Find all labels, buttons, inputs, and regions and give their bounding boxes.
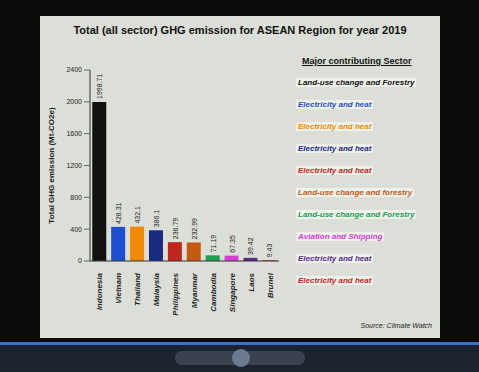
svg-text:Cambodia: Cambodia bbox=[209, 272, 218, 311]
svg-text:400: 400 bbox=[70, 226, 82, 233]
svg-text:Singapore: Singapore bbox=[228, 272, 237, 312]
svg-text:236.79: 236.79 bbox=[172, 218, 179, 240]
svg-text:Laos: Laos bbox=[247, 272, 256, 291]
html-text:Electricity and heat: Electricity and heat bbox=[298, 144, 372, 153]
svg-text:Vietnam: Vietnam bbox=[114, 273, 123, 304]
html-text:Aviation and Shipping: Aviation and Shipping bbox=[298, 232, 383, 241]
svg-text:232.99: 232.99 bbox=[191, 218, 198, 240]
svg-text:432.1: 432.1 bbox=[134, 206, 141, 224]
html-text:Land-use change and Forestry: Land-use change and Forestry bbox=[298, 78, 415, 87]
svg-text:39.42: 39.42 bbox=[247, 237, 254, 255]
html-text:Electricity and heat: Electricity and heat bbox=[298, 254, 372, 263]
svg-text:2000: 2000 bbox=[66, 98, 82, 105]
svg-text:1600: 1600 bbox=[66, 130, 82, 137]
svg-text:71.19: 71.19 bbox=[210, 235, 217, 253]
svg-text:9.43: 9.43 bbox=[266, 244, 273, 258]
svg-text:1998.71: 1998.71 bbox=[96, 74, 103, 99]
svg-text:Myanmar: Myanmar bbox=[190, 272, 199, 308]
svg-text:Indonesia: Indonesia bbox=[95, 272, 104, 310]
svg-text:1200: 1200 bbox=[66, 162, 82, 169]
html-text:Electricity and heat: Electricity and heat bbox=[298, 166, 372, 175]
html-text:Electricity and heat: Electricity and heat bbox=[298, 122, 372, 131]
svg-text:Thailand: Thailand bbox=[133, 272, 142, 306]
svg-text:428.31: 428.31 bbox=[115, 202, 122, 224]
svg-text:Total GHG emission (Mt-CO2e): Total GHG emission (Mt-CO2e) bbox=[47, 107, 56, 224]
html-text:Source: Climate Watch: Source: Climate Watch bbox=[360, 322, 432, 329]
svg-text:Philippines: Philippines bbox=[171, 272, 180, 315]
svg-text:2400: 2400 bbox=[66, 66, 82, 73]
html-text:Electricity and heat: Electricity and heat bbox=[298, 100, 372, 109]
html-text:Land-use change and forestry: Land-use change and forestry bbox=[298, 188, 413, 197]
html-text:Total (all sector) GHG emissio: Total (all sector) GHG emission for ASEA… bbox=[73, 24, 407, 36]
html-text:Electricity and heat: Electricity and heat bbox=[298, 276, 372, 285]
svg-text:386.1: 386.1 bbox=[153, 210, 160, 228]
svg-text:0: 0 bbox=[78, 257, 82, 264]
html-text:Land-use change and Forestry: Land-use change and Forestry bbox=[298, 210, 415, 219]
svg-text:Brunei: Brunei bbox=[266, 272, 275, 298]
svg-text:800: 800 bbox=[70, 194, 82, 201]
svg-text:67.35: 67.35 bbox=[229, 235, 236, 253]
svg-text:Malaysia: Malaysia bbox=[152, 272, 161, 306]
html-text:Major contributing Sector: Major contributing Sector bbox=[302, 56, 412, 66]
